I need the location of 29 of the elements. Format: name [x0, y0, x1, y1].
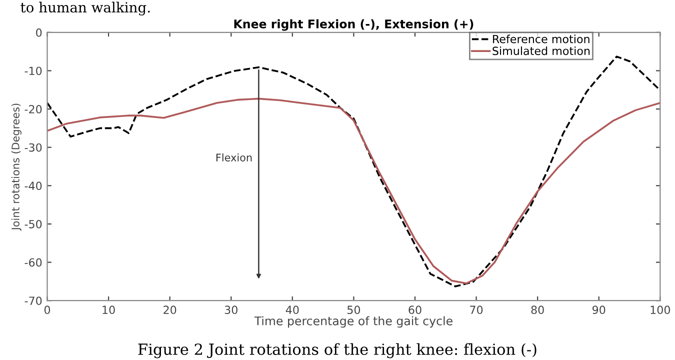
y-tick-label: -10	[24, 66, 42, 76]
x-tick-label: 40	[286, 306, 299, 314]
y-tick-label: -50	[24, 220, 42, 228]
x-tick-label: 20	[164, 306, 176, 314]
legend-label: Simulated motion	[492, 46, 590, 56]
y-tick-label: -20	[24, 105, 42, 114]
line-series	[47, 98, 660, 284]
y-tick-label: -60	[24, 258, 42, 267]
x-tick-label: 0	[44, 306, 50, 314]
caption: Figure 2 Joint rotations of the right knee: flexion (-)	[138, 343, 536, 358]
y-tick-label: -30	[24, 143, 42, 152]
x-tick-label: 60	[408, 306, 422, 314]
x-tick-label: 90	[592, 306, 606, 314]
y-tick-label: -40	[24, 182, 42, 190]
line-series	[47, 56, 660, 288]
x-tick-label: 30	[224, 306, 238, 314]
x-tick-label: 10	[102, 306, 115, 314]
x-tick-label: 70	[470, 306, 483, 314]
text: to human walking.	[20, 2, 150, 16]
y-tick-label: 0	[36, 28, 42, 37]
y-tick-label: -70	[24, 296, 42, 305]
legend-label: Reference motion	[493, 34, 590, 44]
x-tick-label: 80	[531, 306, 544, 314]
x-axis-title: Time percentage of the gait cycle	[254, 316, 452, 328]
x-tick-label: 100	[650, 306, 670, 314]
annotation: Flexion	[216, 153, 252, 162]
y-axis-title: Joint rotations (Degrees)	[11, 104, 22, 231]
x-tick-label: 50	[347, 306, 360, 314]
chart-title: Knee right Flexion (-), Extension (+)	[234, 19, 474, 31]
